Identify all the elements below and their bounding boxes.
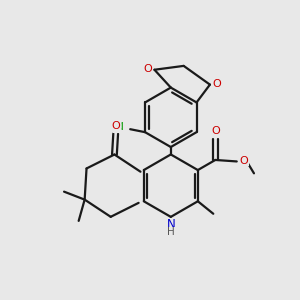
Text: Cl: Cl: [113, 122, 124, 132]
Text: O: O: [240, 156, 248, 166]
Text: N: N: [167, 218, 175, 231]
Text: O: O: [212, 79, 221, 89]
Text: O: O: [143, 64, 152, 74]
Text: O: O: [112, 121, 121, 131]
Text: H: H: [167, 227, 175, 237]
Text: O: O: [211, 126, 220, 136]
